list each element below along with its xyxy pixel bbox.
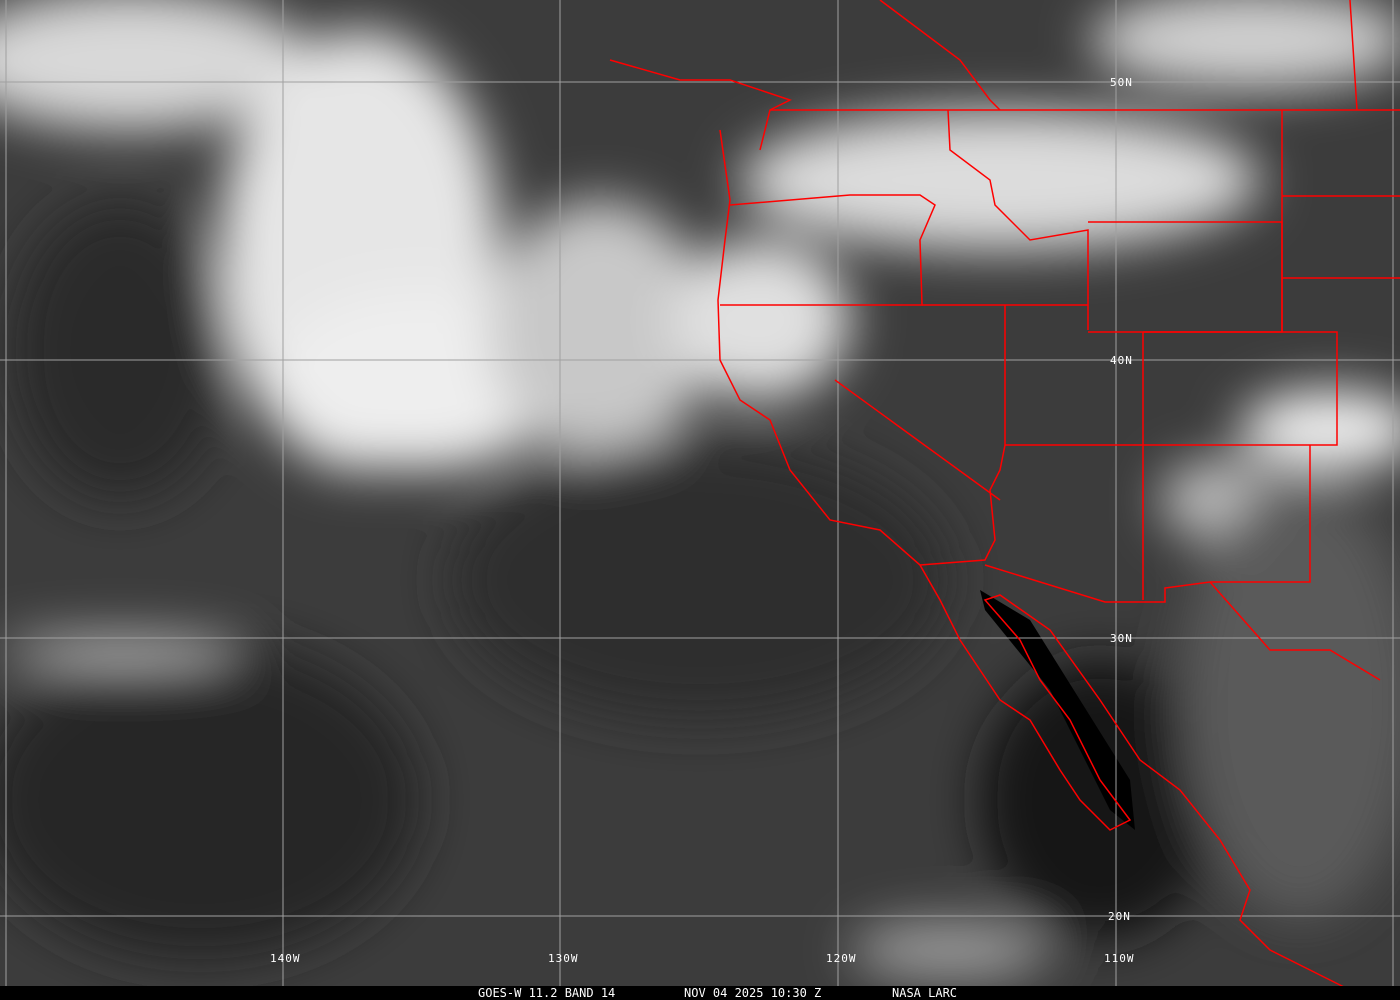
lon-label-120w: 120W: [826, 952, 857, 965]
lat-label-30n: 30N: [1110, 632, 1133, 645]
caption-datetime: NOV 04 2025 10:30 Z: [684, 986, 822, 1000]
lat-label-20n: 20N: [1108, 910, 1131, 923]
lat-label-50n: 50N: [1110, 76, 1133, 89]
caption-bar: GOES-W 11.2 BAND 14 NOV 04 2025 10:30 Z NA…: [0, 986, 1400, 1000]
gulf-of-california: [980, 590, 1135, 830]
political-borders: [609, 0, 1400, 991]
lon-label-110w: 110W: [1104, 952, 1135, 965]
lon-label-130w: 130W: [548, 952, 579, 965]
caption-satellite: GOES-W 11.2 BAND 14: [478, 986, 616, 1000]
lon-label-140w: 140W: [270, 952, 301, 965]
lat-label-40n: 40N: [1110, 354, 1133, 367]
caption-source: NASA LARC: [892, 986, 958, 1000]
